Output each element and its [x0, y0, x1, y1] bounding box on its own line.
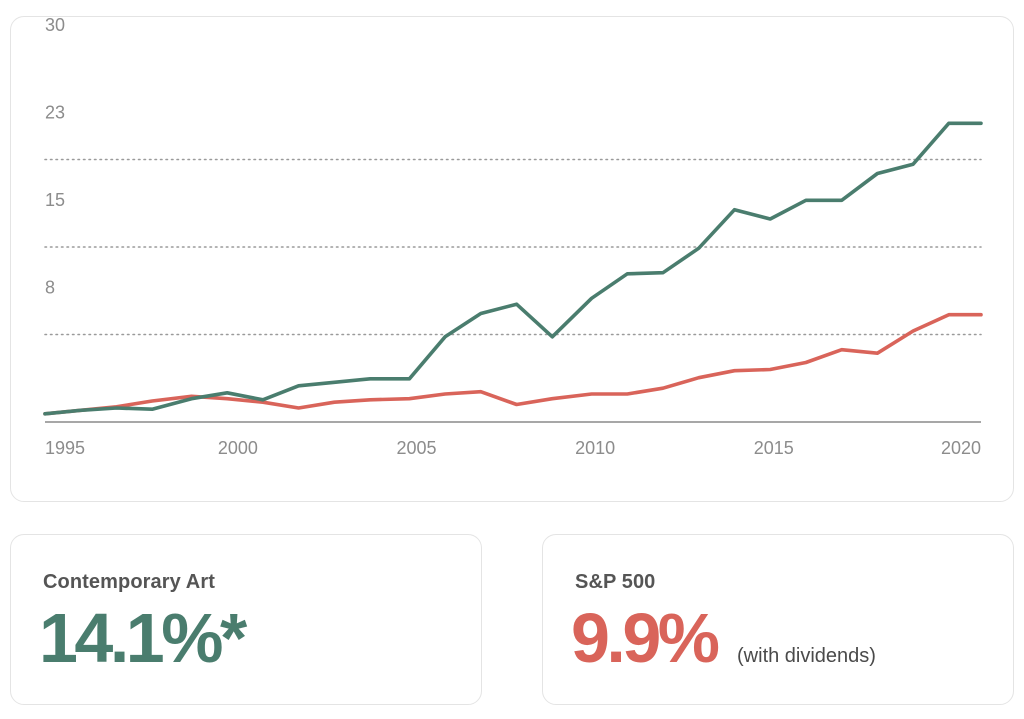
stat-card-sp500: S&P 500 9.9% (with dividends): [542, 534, 1014, 705]
y-tick-label: 30: [45, 17, 65, 35]
x-tick-label: 2010: [575, 438, 615, 458]
stat-value: 9.9%: [571, 599, 720, 677]
series-line-contemporary-art: [43, 121, 983, 416]
x-tick-label: 2020: [941, 438, 981, 458]
stat-label: S&P 500: [575, 571, 656, 593]
stat-value: 14.1%*: [39, 599, 247, 677]
line-chart: 8 15 23 30 1995 2000 2005 2010 2015 2020: [43, 17, 983, 458]
stat-label: Contemporary Art: [43, 571, 215, 593]
stat-card-contemporary-art: Contemporary Art 14.1%*: [10, 534, 482, 705]
x-tick-label: 2005: [397, 438, 437, 458]
x-tick-label: 2015: [754, 438, 794, 458]
stat-row: 14.1%*: [39, 599, 247, 677]
chart-card: 8 15 23 30 1995 2000 2005 2010 2015 2020: [10, 16, 1014, 502]
y-tick-label: 8: [45, 278, 55, 298]
stat-row: 9.9% (with dividends): [571, 603, 876, 673]
y-tick-label: 15: [45, 190, 65, 210]
stat-note: (with dividends): [737, 645, 876, 667]
x-tick-label: 1995: [45, 438, 85, 458]
y-tick-label: 23: [45, 103, 65, 123]
x-tick-label: 2000: [218, 438, 258, 458]
